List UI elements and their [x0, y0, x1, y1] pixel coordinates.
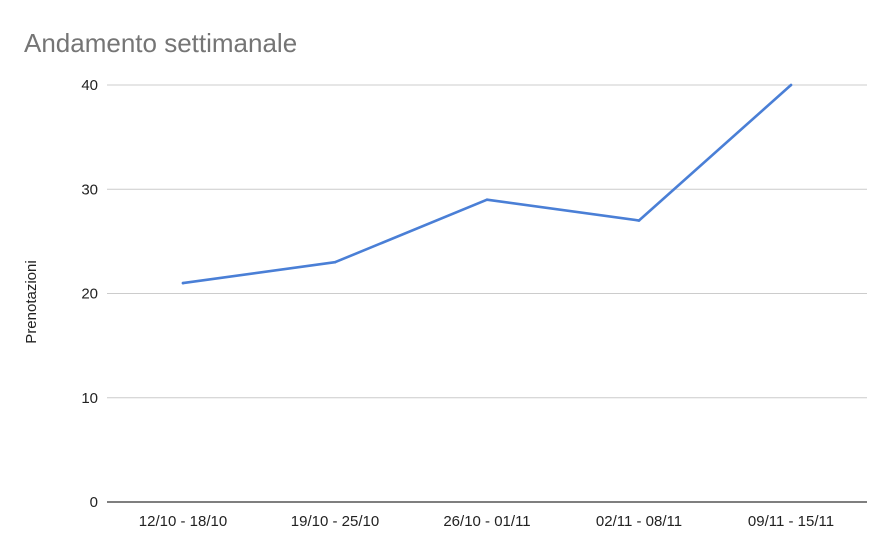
x-tick-label: 12/10 - 18/10 — [139, 513, 227, 530]
data-point — [333, 260, 337, 264]
data-point — [637, 219, 641, 222]
y-tick-label: 10 — [81, 390, 98, 407]
x-tick-label: 09/11 - 15/11 — [748, 513, 834, 530]
y-axis-title: Prenotazioni — [23, 260, 40, 343]
x-axis-ticks: 12/10 - 18/10 19/10 - 25/10 26/10 - 01/11 0… — [139, 513, 834, 530]
y-tick-label: 20 — [81, 286, 98, 303]
y-tick-label: 0 — [90, 494, 98, 511]
x-tick-label: 19/10 - 25/10 — [291, 513, 379, 530]
x-tick-label: 26/10 - 01/11 — [443, 513, 530, 530]
series-layer — [181, 83, 793, 285]
data-point — [789, 83, 793, 87]
x-tick-label: 02/11 - 08/11 — [596, 513, 682, 530]
gridlines — [107, 84, 867, 503]
y-axis-ticks: 0 10 20 30 40 — [81, 77, 98, 511]
data-point — [485, 198, 489, 201]
y-tick-label: 40 — [81, 77, 98, 94]
chart-title: Andamento settimanale — [24, 28, 297, 58]
series-line — [181, 83, 793, 285]
y-tick-label: 30 — [81, 181, 98, 198]
data-point — [181, 281, 185, 285]
